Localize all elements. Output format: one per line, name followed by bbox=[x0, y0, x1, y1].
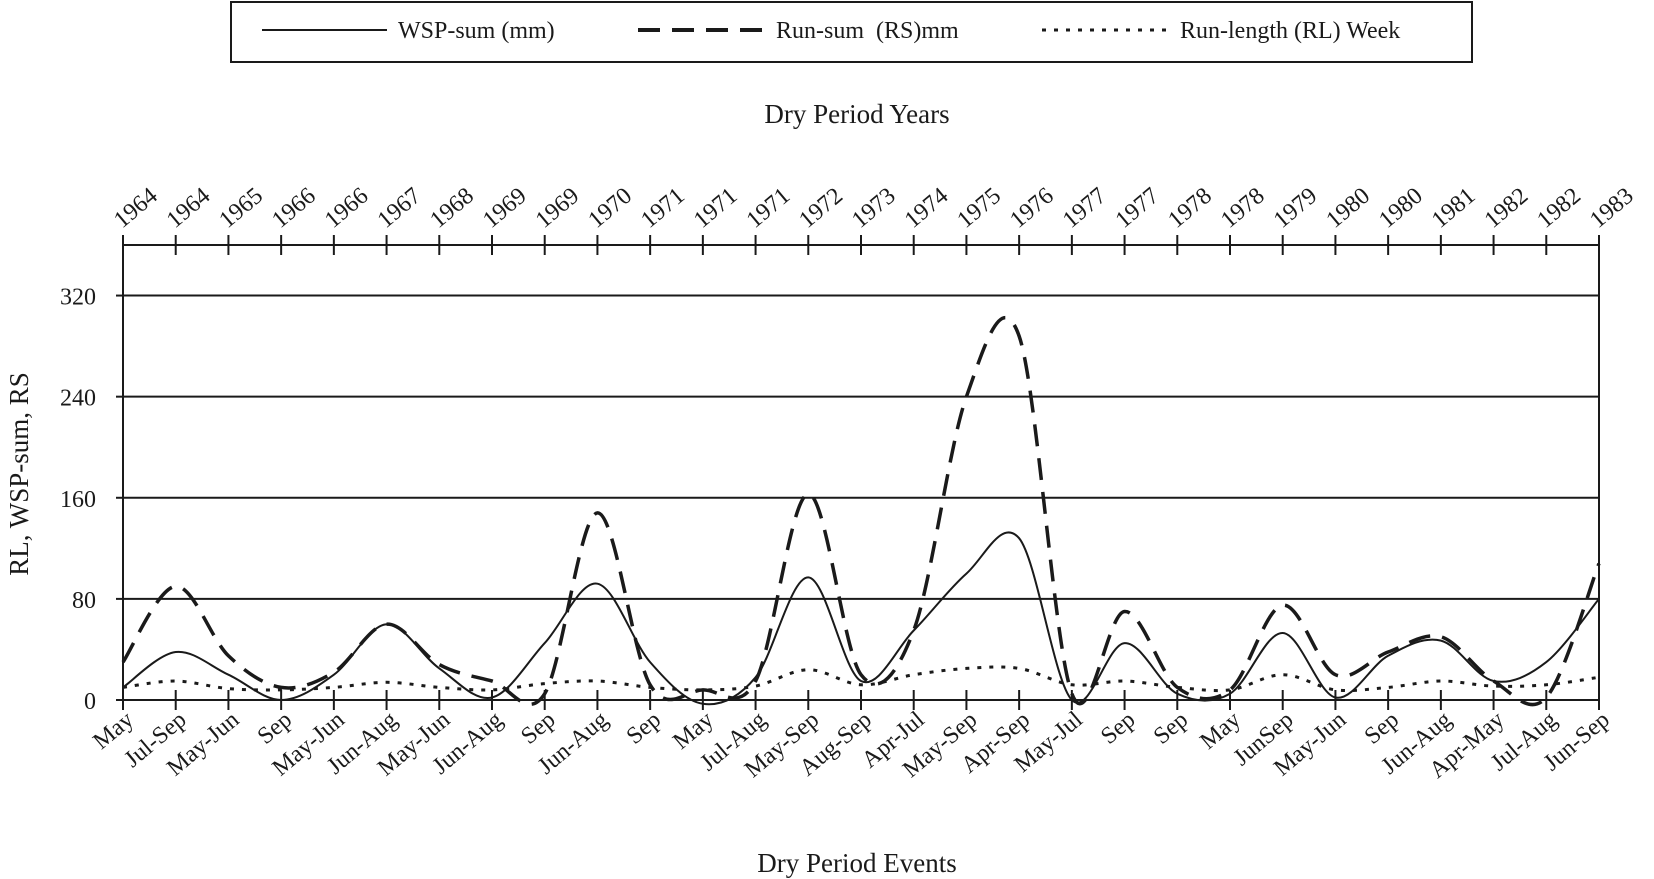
year-tick-label: 1968 bbox=[425, 183, 478, 234]
legend-label-wsp: WSP-sum (mm) bbox=[398, 18, 555, 44]
year-tick-label: 1982 bbox=[1532, 183, 1585, 234]
year-tick-label: 1972 bbox=[794, 183, 847, 234]
year-tick-label: 1979 bbox=[1269, 183, 1322, 234]
ytick-label-0: 0 bbox=[84, 689, 96, 715]
ytick-label-240: 240 bbox=[60, 386, 96, 412]
series-lines bbox=[121, 316, 1601, 707]
year-tick-label: 1971 bbox=[689, 183, 742, 234]
year-tick-label: 1966 bbox=[320, 183, 373, 234]
year-tick-label: 1965 bbox=[215, 183, 268, 234]
category-tick-label: Sep bbox=[1096, 707, 1140, 750]
year-tick-label: 1964 bbox=[162, 183, 215, 234]
year-tick-label: 1977 bbox=[1111, 183, 1164, 234]
year-tick-label: 1966 bbox=[267, 183, 320, 234]
ytick-label-320: 320 bbox=[60, 285, 96, 311]
year-tick-label: 1976 bbox=[1005, 183, 1058, 234]
y-axis-title: RL, WSP-sum, RS bbox=[4, 372, 34, 576]
category-tick-label: Sep bbox=[1149, 707, 1193, 750]
year-tick-label: 1983 bbox=[1585, 183, 1638, 234]
year-tick-label: 1981 bbox=[1427, 183, 1480, 234]
year-tick-label: 1977 bbox=[1058, 183, 1111, 234]
year-tick-label: 1978 bbox=[1216, 183, 1269, 234]
series-line-run-sum bbox=[121, 316, 1601, 707]
year-tick-label: 1980 bbox=[1322, 183, 1375, 234]
axes bbox=[122, 235, 1600, 710]
year-tick-label: 1971 bbox=[742, 183, 795, 234]
x-top-axis-title: Dry Period Years bbox=[764, 99, 949, 129]
year-tick-label: 1969 bbox=[478, 183, 531, 234]
year-tick-label: 1970 bbox=[584, 183, 637, 234]
year-tick-label: 1974 bbox=[900, 183, 953, 234]
year-tick-label: 1964 bbox=[109, 183, 162, 234]
year-tick-labels: 1964 1964 1965 1966 1966 1967 1968 1969 1969 1970… bbox=[109, 183, 1638, 234]
year-tick-label: 1971 bbox=[636, 183, 689, 234]
legend-label-rl: Run-length (RL) Week bbox=[1180, 18, 1400, 44]
year-tick-label: 1980 bbox=[1374, 183, 1427, 234]
legend-box bbox=[230, 1, 1473, 63]
x-axis-title: Dry Period Events bbox=[757, 848, 956, 878]
ytick-label-80: 80 bbox=[72, 588, 96, 614]
year-tick-label: 1978 bbox=[1163, 183, 1216, 234]
series-line-wsp-sum bbox=[122, 531, 1600, 706]
year-tick-label: 1973 bbox=[847, 183, 900, 234]
gridlines bbox=[116, 294, 1599, 701]
category-tick-label: Sep bbox=[622, 707, 666, 750]
year-tick-label: 1969 bbox=[531, 183, 584, 234]
y-tick-labels: 0 80 160 240 320 bbox=[60, 285, 96, 715]
legend-label-rs: Run-sum (RS)mm bbox=[776, 18, 959, 44]
year-tick-label: 1975 bbox=[953, 183, 1006, 234]
legend: WSP-sum (mm) Run-sum (RS)mm Run-length (… bbox=[230, 1, 1473, 63]
year-tick-label: 1982 bbox=[1480, 183, 1533, 234]
year-tick-label: 1967 bbox=[373, 183, 426, 234]
series-line-run-length bbox=[122, 665, 1600, 693]
ytick-label-160: 160 bbox=[60, 487, 96, 513]
